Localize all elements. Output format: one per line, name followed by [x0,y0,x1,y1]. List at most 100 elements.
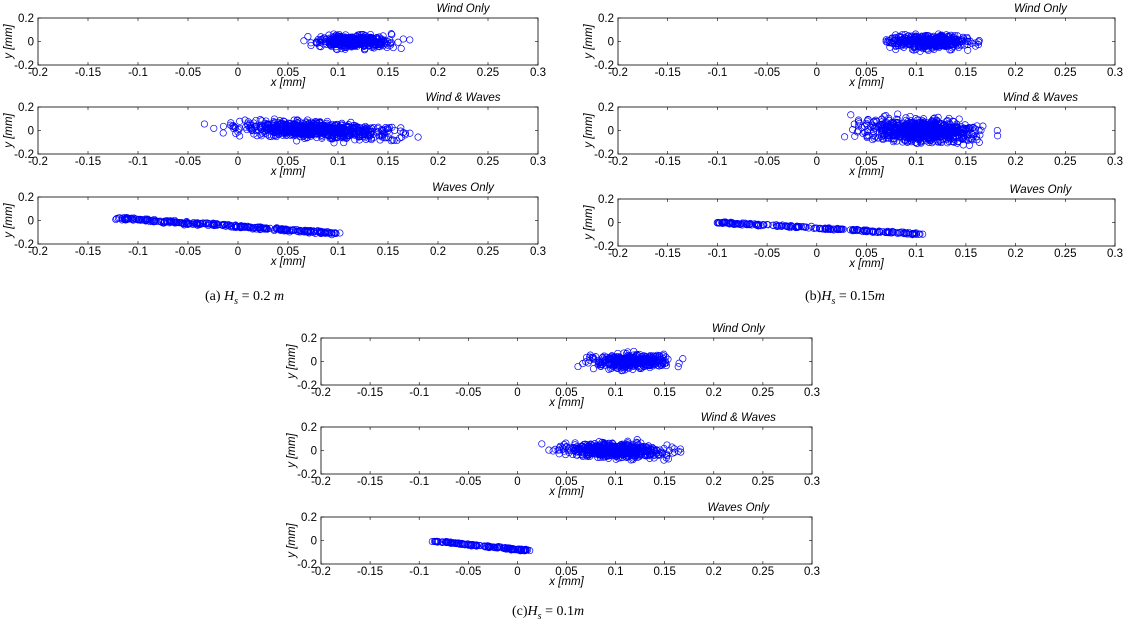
data-point [917,37,926,46]
y-tick-label: 0.2 [18,192,34,204]
x-tick-label: 0.05 [277,156,299,168]
data-point [538,440,546,448]
data-point [291,131,299,139]
x-tick-label: -0.2 [28,156,48,168]
data-point [938,31,946,39]
data-point [397,124,405,132]
caption-a: (a) Hs = 0.2 m [205,289,285,307]
data-point [910,36,918,44]
data-point [335,38,343,46]
y-tick-label: -0.2 [297,469,317,481]
y-tick-label: 0 [311,536,317,548]
data-point [262,225,270,233]
x-tick-label: 0.2 [706,387,722,399]
y-tick-label: -0.2 [594,149,614,161]
data-point [929,39,937,47]
x-axis-label: x [mm] [548,576,584,588]
panel-title: Waves Only [1010,184,1073,196]
x-tick-label: 0.1 [330,246,346,258]
data-point [373,34,381,42]
data-point [323,121,331,129]
data-point [220,220,228,228]
data-point [298,129,306,138]
data-point [253,132,261,140]
y-tick-label: 0.2 [18,102,34,114]
data-point [399,35,407,43]
data-point [350,36,358,44]
data-point [159,219,167,227]
data-point [304,33,312,41]
x-tick-label: 0.1 [608,476,624,488]
panel-title: Wind Only [712,323,766,335]
data-point [270,124,278,132]
x-tick-label: 0.25 [752,566,774,578]
x-tick-label: 0 [235,67,241,79]
x-tick-label: -0.1 [128,156,148,168]
data-point [953,42,961,50]
x-axis-label: x [mm] [548,397,584,409]
data-point [334,36,342,45]
data-point [219,129,227,137]
data-point [887,39,895,47]
y-tick-label: -0.2 [14,239,34,251]
x-tick-label: 0.3 [1107,248,1123,260]
x-tick-label: 0.2 [430,67,446,79]
x-tick-label: 0 [235,246,241,258]
data-point [399,129,407,137]
series-markers [538,436,685,464]
y-tick-label: 0 [28,126,34,138]
data-point [264,121,273,129]
data-point [394,38,402,46]
x-tick-label: 0.3 [1107,67,1123,79]
data-point [964,46,972,54]
x-tick-label: -0.1 [707,248,727,260]
x-tick-label: -0.15 [357,387,383,399]
data-point [545,446,553,454]
panel-a-wind-only: -0.2 -0.15 -0.1 -0.05 0 0.05 0.1 0.15 0.2 0.25 0.3… [3,3,546,89]
series-markers [713,218,927,239]
data-point [674,363,682,371]
x-tick-label: 0.3 [804,566,820,578]
x-tick-label: -0.05 [455,387,481,399]
data-point [230,123,238,131]
series-markers [200,115,422,147]
panel-title: Waves Only [432,182,495,194]
x-tick-label: -0.05 [175,156,201,168]
data-point [955,43,963,52]
data-point [364,36,372,44]
panel-a-waves-only: -0.2 -0.15 -0.1 -0.05 0 0.05 0.1 0.15 0.2 0.25 0.3… [3,182,546,268]
data-point [241,116,249,124]
series-markers [841,110,1002,149]
x-tick-label: 0.1 [908,156,924,168]
y-tick-label: -0.2 [14,60,34,72]
data-point [366,132,374,140]
data-point [271,125,280,133]
x-tick-label: -0.15 [655,248,681,260]
data-point [345,132,353,140]
y-axis-label: y [mm] [583,112,595,148]
data-point [241,223,250,231]
x-tick-label: 0.15 [654,476,676,488]
data-point [262,125,271,133]
y-tick-label: -0.2 [594,60,614,72]
data-point [374,42,382,50]
data-point [320,228,328,236]
data-point [256,116,264,124]
x-tick-label: -0.05 [455,476,481,488]
x-tick-label: -0.05 [754,156,780,168]
series-markers [574,347,687,375]
plot-frame [617,198,1116,247]
x-tick-label: 0.1 [608,387,624,399]
data-point [307,128,315,136]
data-point [123,215,131,223]
x-tick-label: 0.05 [277,246,299,258]
x-axis-label: x [mm] [270,166,306,178]
data-point [373,128,381,136]
x-tick-label: -0.15 [75,67,101,79]
x-tick-label: -0.05 [175,246,201,258]
data-point [885,37,893,45]
x-tick-label: 0.25 [477,156,499,168]
x-tick-label: 0.2 [706,566,722,578]
data-point [326,36,334,44]
